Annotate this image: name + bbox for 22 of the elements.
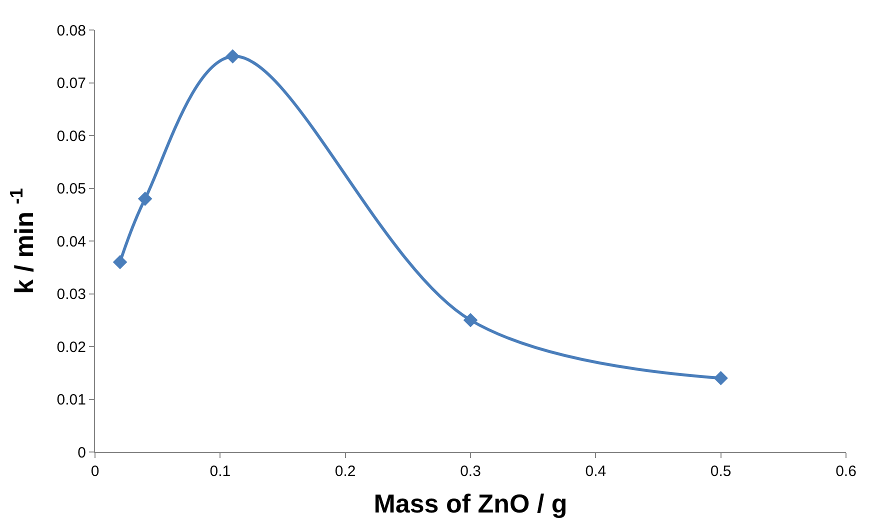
point (714, 371, 728, 386)
x-tick-label: 0.1 (210, 463, 231, 480)
y-tick-label: 0.01 (56, 392, 86, 408)
y-tick-label: 0.04 (56, 233, 86, 250)
point (112, 254, 128, 270)
x-axis-title: Mass of ZnO / g (374, 488, 568, 519)
y-tick-label: 0.06 (56, 128, 86, 145)
y-tick-label: 0.02 (56, 338, 86, 356)
y-tick-label: 0.03 (56, 286, 86, 303)
point (463, 312, 478, 328)
point (138, 192, 152, 206)
x-tick-label: 0.4 (585, 463, 606, 480)
x-tick-label: 0.5 (710, 463, 732, 480)
y-tick-label: 0.05 (56, 180, 86, 198)
x-tick-label: 0.6 (836, 463, 856, 480)
point (226, 49, 240, 64)
x-tick-label: 0 (90, 463, 100, 480)
y-tick-label: 0.08 (56, 22, 86, 40)
x-tick-label: 0.3 (460, 463, 481, 480)
y-tick-label: 0.07 (56, 75, 86, 92)
x-tick-label: 0.2 (334, 463, 356, 480)
y-tick-label: 0 (78, 444, 86, 462)
